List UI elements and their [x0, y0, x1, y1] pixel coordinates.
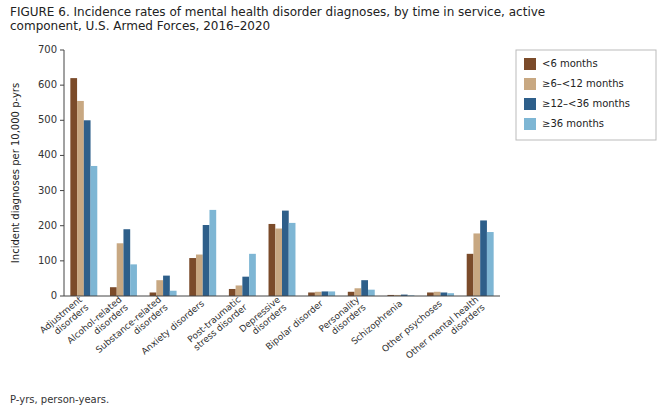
bar	[473, 233, 480, 296]
bar	[236, 285, 243, 296]
legend-frame	[516, 50, 656, 140]
footnote: P-yrs, person-years.	[10, 394, 109, 405]
bar	[269, 224, 276, 296]
x-axis-line	[64, 296, 500, 297]
x-tick-label: Post-traumaticstress disorder	[185, 294, 249, 352]
bar	[427, 292, 434, 296]
bar	[368, 290, 375, 296]
y-tick-label: 500	[38, 114, 57, 125]
legend-swatch	[524, 78, 536, 90]
bar	[315, 292, 322, 296]
legend-swatch	[524, 98, 536, 110]
bar	[328, 291, 335, 296]
y-tick	[60, 50, 64, 51]
y-axis-line	[64, 50, 65, 296]
bars	[70, 78, 493, 296]
bar	[170, 291, 177, 296]
x-tick-label: Substance-relateddisorders	[94, 294, 170, 362]
title: FIGURE 6. Incidence rates of mental heal…	[10, 5, 545, 33]
bar	[196, 255, 203, 296]
bar	[84, 120, 91, 296]
y-tick	[60, 296, 64, 297]
bar	[242, 277, 249, 296]
y-tick-label: 600	[38, 79, 57, 90]
y-tick-label: 700	[38, 44, 57, 55]
legend-label: ≥36 months	[542, 118, 604, 129]
bar	[130, 264, 137, 296]
legend: <6 months ≥6–<12 months ≥12–<36 months ≥36 …	[516, 50, 656, 140]
bar	[275, 229, 282, 296]
bar	[163, 276, 170, 296]
y-tick	[60, 155, 64, 156]
bar	[282, 211, 289, 296]
y-tick-label: 300	[38, 185, 57, 196]
bar	[355, 288, 362, 296]
legend-swatch	[524, 58, 536, 70]
bar	[308, 292, 315, 296]
bar	[91, 166, 98, 296]
bar	[441, 292, 448, 296]
y-tick-label: 0	[51, 290, 57, 301]
bar	[361, 280, 368, 296]
bar	[467, 254, 474, 296]
y-tick-label: 200	[38, 220, 57, 231]
bar	[249, 254, 256, 296]
bar	[322, 291, 329, 296]
bar	[70, 78, 77, 296]
bar	[203, 225, 210, 296]
legend-swatch	[524, 118, 536, 130]
y-tick	[60, 260, 64, 261]
legend-label: ≥12–<36 months	[542, 98, 630, 109]
bar	[480, 220, 487, 296]
y-tick-label: 400	[38, 149, 57, 160]
bar	[77, 101, 84, 296]
y-tick	[60, 120, 64, 121]
bar	[487, 232, 494, 296]
bar	[189, 258, 196, 296]
y-axis-label: Incident diagnoses per 10,000 p-yrs	[10, 83, 21, 263]
y-tick-label: 100	[38, 255, 57, 266]
bar	[434, 292, 441, 296]
bar	[156, 280, 163, 296]
legend-label: <6 months	[542, 58, 598, 69]
legend-label: ≥6–<12 months	[542, 78, 624, 89]
x-tick-label: Other mental healthdisorders	[404, 294, 487, 368]
y-tick	[60, 190, 64, 191]
bar	[289, 223, 296, 296]
y-tick	[60, 85, 64, 86]
bar	[123, 229, 130, 296]
x-tick-label: Bipolar disorder	[264, 298, 325, 352]
bar	[209, 210, 216, 296]
y-tick	[60, 225, 64, 226]
bar	[117, 243, 124, 296]
chart: FIGURE 6. Incidence rates of mental heal…	[0, 0, 666, 411]
